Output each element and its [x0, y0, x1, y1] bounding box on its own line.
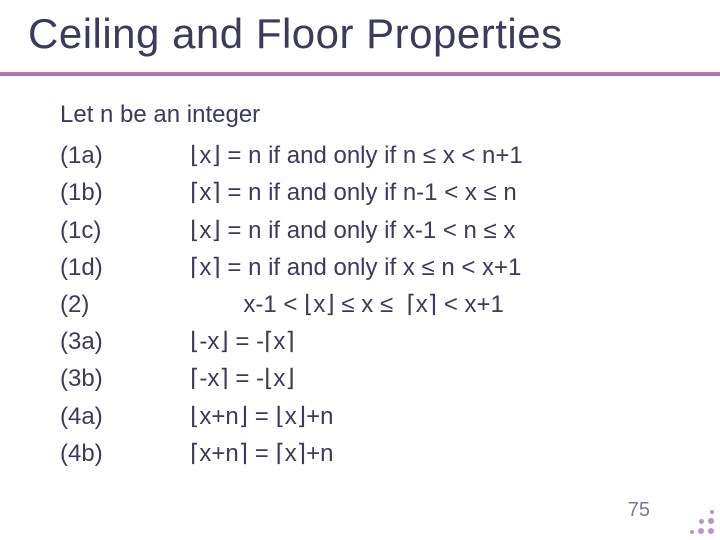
property-expression: ⌈x⌉ = n if and only if n-1 < x ≤ n	[190, 174, 680, 211]
property-row: (2) x-1 < ⌊x⌋ ≤ x ≤ ⌈x⌉ < x+1	[60, 286, 680, 323]
property-number: (2)	[60, 286, 190, 323]
property-expression: ⌈-x⌉ = -⌊x⌋	[190, 360, 680, 397]
property-row: (1c) ⌊x⌋ = n if and only if x-1 < n ≤ x	[60, 212, 680, 249]
property-expression: ⌊x+n⌋ = ⌊x⌋+n	[190, 398, 680, 435]
corner-decoration-icon	[688, 508, 714, 534]
property-number: (3a)	[60, 323, 190, 360]
property-expression: ⌊x⌋ = n if and only if n ≤ x < n+1	[190, 137, 680, 174]
property-number: (1b)	[60, 174, 190, 211]
content-area: Let n be an integer (1a) ⌊x⌋ = n if and …	[60, 96, 680, 472]
property-row: (3b) ⌈-x⌉ = -⌊x⌋	[60, 360, 680, 397]
property-number: (3b)	[60, 360, 190, 397]
property-row: (3a) ⌊-x⌋ = -⌈x⌉	[60, 323, 680, 360]
property-expression: x-1 < ⌊x⌋ ≤ x ≤ ⌈x⌉ < x+1	[190, 286, 680, 323]
slide: Ceiling and Floor Properties Let n be an…	[0, 0, 720, 540]
property-number: (4b)	[60, 435, 190, 472]
property-row: (1d) ⌈x⌉ = n if and only if x ≤ n < x+1	[60, 249, 680, 286]
property-row: (1a) ⌊x⌋ = n if and only if n ≤ x < n+1	[60, 137, 680, 174]
intro-line: Let n be an integer	[60, 96, 680, 133]
property-row: (4a) ⌊x+n⌋ = ⌊x⌋+n	[60, 398, 680, 435]
page-title: Ceiling and Floor Properties	[28, 10, 700, 58]
property-row: (1b) ⌈x⌉ = n if and only if n-1 < x ≤ n	[60, 174, 680, 211]
property-number: (1c)	[60, 212, 190, 249]
property-number: (1d)	[60, 249, 190, 286]
property-expression: ⌈x+n⌉ = ⌈x⌉+n	[190, 435, 680, 472]
property-number: (1a)	[60, 137, 190, 174]
title-underline	[0, 72, 720, 76]
property-expression: ⌈x⌉ = n if and only if x ≤ n < x+1	[190, 249, 680, 286]
property-expression: ⌊-x⌋ = -⌈x⌉	[190, 323, 680, 360]
property-expression: ⌊x⌋ = n if and only if x-1 < n ≤ x	[190, 212, 680, 249]
property-row: (4b) ⌈x+n⌉ = ⌈x⌉+n	[60, 435, 680, 472]
property-number: (4a)	[60, 398, 190, 435]
page-number: 75	[628, 499, 650, 522]
